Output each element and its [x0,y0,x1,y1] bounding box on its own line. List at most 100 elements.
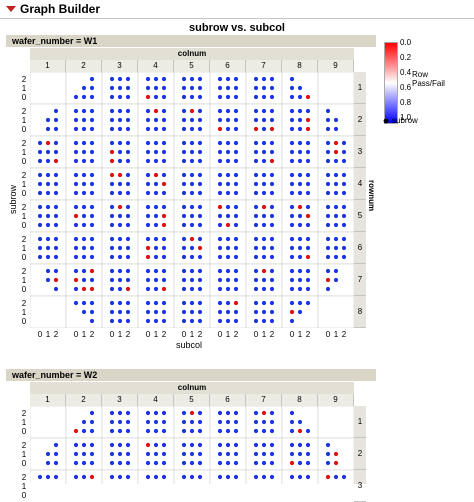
data-point [90,319,94,323]
data-point [182,443,186,447]
data-point [118,319,122,323]
data-point [46,191,50,195]
data-point [162,191,166,195]
data-point [38,150,42,154]
disclosure-triangle-icon[interactable] [6,6,16,12]
data-point [218,475,222,479]
data-point [182,269,186,273]
data-point [118,159,122,163]
data-point [118,109,122,113]
data-point [334,475,338,479]
data-point [234,420,238,424]
data-point [190,77,194,81]
colnum-facet-7: 7 [246,60,282,72]
data-point [90,278,94,282]
data-point [262,443,266,447]
data-point [182,214,186,218]
data-point [226,310,230,314]
data-point [218,461,222,465]
data-point [146,191,150,195]
data-point [118,182,122,186]
data-point [162,86,166,90]
data-point [342,191,346,195]
data-point [162,141,166,145]
data-point [82,205,86,209]
data-point [290,475,294,479]
data-point [118,310,122,314]
data-point [198,475,202,479]
data-point [334,223,338,227]
data-point [146,287,150,291]
data-point [334,269,338,273]
data-point [162,246,166,250]
data-point [110,475,114,479]
colnum-facet-7: 7 [246,394,282,406]
data-point [198,109,202,113]
data-point [54,205,58,209]
data-point [118,77,122,81]
data-point [190,118,194,122]
data-point [146,301,150,305]
data-point [198,246,202,250]
data-point [82,301,86,305]
data-point [198,319,202,323]
data-point [290,319,294,323]
data-point [162,150,166,154]
data-point [262,86,266,90]
data-point [146,127,150,131]
data-point [90,246,94,250]
data-point [126,319,130,323]
data-point [182,205,186,209]
data-point [146,95,150,99]
data-point [218,205,222,209]
data-point [154,191,158,195]
x-tick-label: 2 [304,330,312,339]
rownum-facet-2: 2 [354,104,366,136]
data-point [234,214,238,218]
data-point [290,255,294,259]
color-scale-tick: 0.6 [400,83,411,92]
x-tick-label: 0 [36,330,44,339]
data-point [198,420,202,424]
data-point [270,109,274,113]
data-point [82,223,86,227]
x-tick-label: 2 [160,330,168,339]
data-point [226,86,230,90]
data-point [218,141,222,145]
data-point [90,205,94,209]
data-point [190,278,194,282]
rownum-facet-3: 3 [354,136,366,168]
data-point [218,319,222,323]
data-point [38,246,42,250]
y-tick-label: 2 [20,299,28,308]
data-point [182,159,186,163]
rownum-facet-1: 1 [354,72,366,104]
window-titlebar: Graph Builder [0,0,474,19]
data-point [162,214,166,218]
data-point [226,77,230,81]
data-point [218,301,222,305]
data-point [306,246,310,250]
data-point [306,429,310,433]
data-point [90,77,94,81]
data-point [342,141,346,145]
data-point [110,301,114,305]
data-point [182,77,186,81]
data-point [198,452,202,456]
data-point [110,310,114,314]
data-point [254,319,258,323]
x-tick-label: 1 [224,330,232,339]
data-point [82,141,86,145]
data-point [162,77,166,81]
data-point [226,461,230,465]
data-point [90,237,94,241]
color-scale-tick: 0.0 [400,38,411,47]
data-point [326,461,330,465]
data-point [290,287,294,291]
data-point [82,237,86,241]
y-tick-label: 0 [20,125,28,134]
data-point [190,109,194,113]
data-point [298,278,302,282]
data-point [326,223,330,227]
